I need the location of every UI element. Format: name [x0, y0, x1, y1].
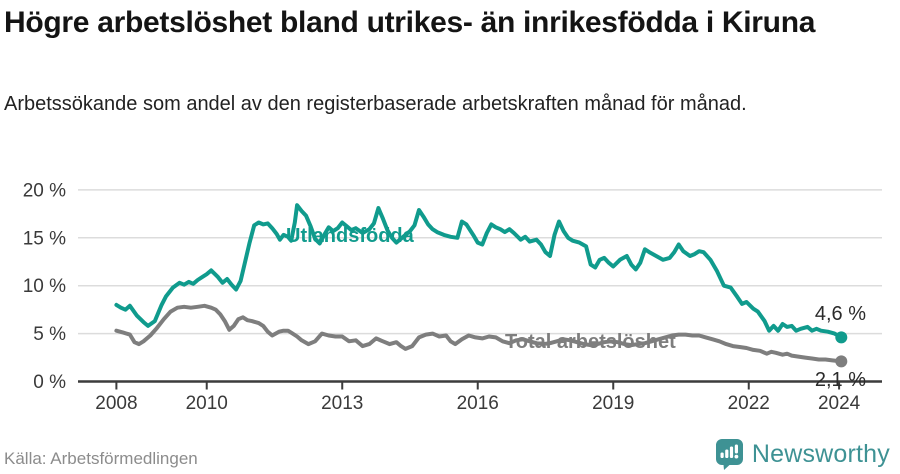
x-tick-label: 2022 — [728, 393, 770, 414]
y-tick-label: 5 % — [33, 324, 66, 345]
utlandsfodda-end-value: 4,6 % — [815, 303, 866, 325]
x-tick-label: 2008 — [95, 393, 137, 414]
chart-subtitle: Arbetssökande som andel av den registerb… — [4, 93, 747, 115]
total-arbetsloshet-end-dot — [835, 355, 848, 368]
x-tick-label: 2010 — [186, 393, 228, 414]
y-tick-label: 10 % — [23, 276, 66, 297]
total-arbetsloshet-end-value: 2,1 % — [815, 369, 866, 391]
y-tick-label: 20 % — [23, 180, 66, 201]
y-tick-label: 15 % — [23, 228, 66, 249]
total-arbetsloshet-label: Total arbetslöshet — [505, 331, 676, 353]
newsworthy-logo: Newsworthy — [715, 438, 890, 470]
x-tick-label: 2024 — [818, 393, 861, 414]
x-tick-label: 2016 — [457, 393, 499, 414]
utlandsfodda-line — [114, 203, 844, 340]
source-attribution: Källa: Arbetsförmedlingen — [4, 449, 198, 468]
page-title: Högre arbetslöshet bland utrikes- än inr… — [4, 6, 816, 39]
utlandsfodda-label: Utlandsfödda — [286, 225, 415, 247]
line-chart: 2008 2010 2013 2016 2019 2022 2024 0 % 5 % 10 % 15… — [0, 170, 900, 422]
newsworthy-wordmark: Newsworthy — [751, 439, 890, 468]
x-tick-label: 2019 — [592, 393, 634, 414]
y-tick-label: 0 % — [33, 372, 66, 393]
chart-canvas: 2008 2010 2013 2016 2019 2022 2024 0 % 5 % 10 % 15… — [23, 180, 882, 414]
total-arbetsloshet-line — [114, 303, 844, 364]
x-tick-label: 2013 — [321, 393, 363, 414]
utlandsfodda-end-dot — [835, 331, 848, 344]
bar-chart-speech-bubble-icon — [715, 438, 744, 470]
